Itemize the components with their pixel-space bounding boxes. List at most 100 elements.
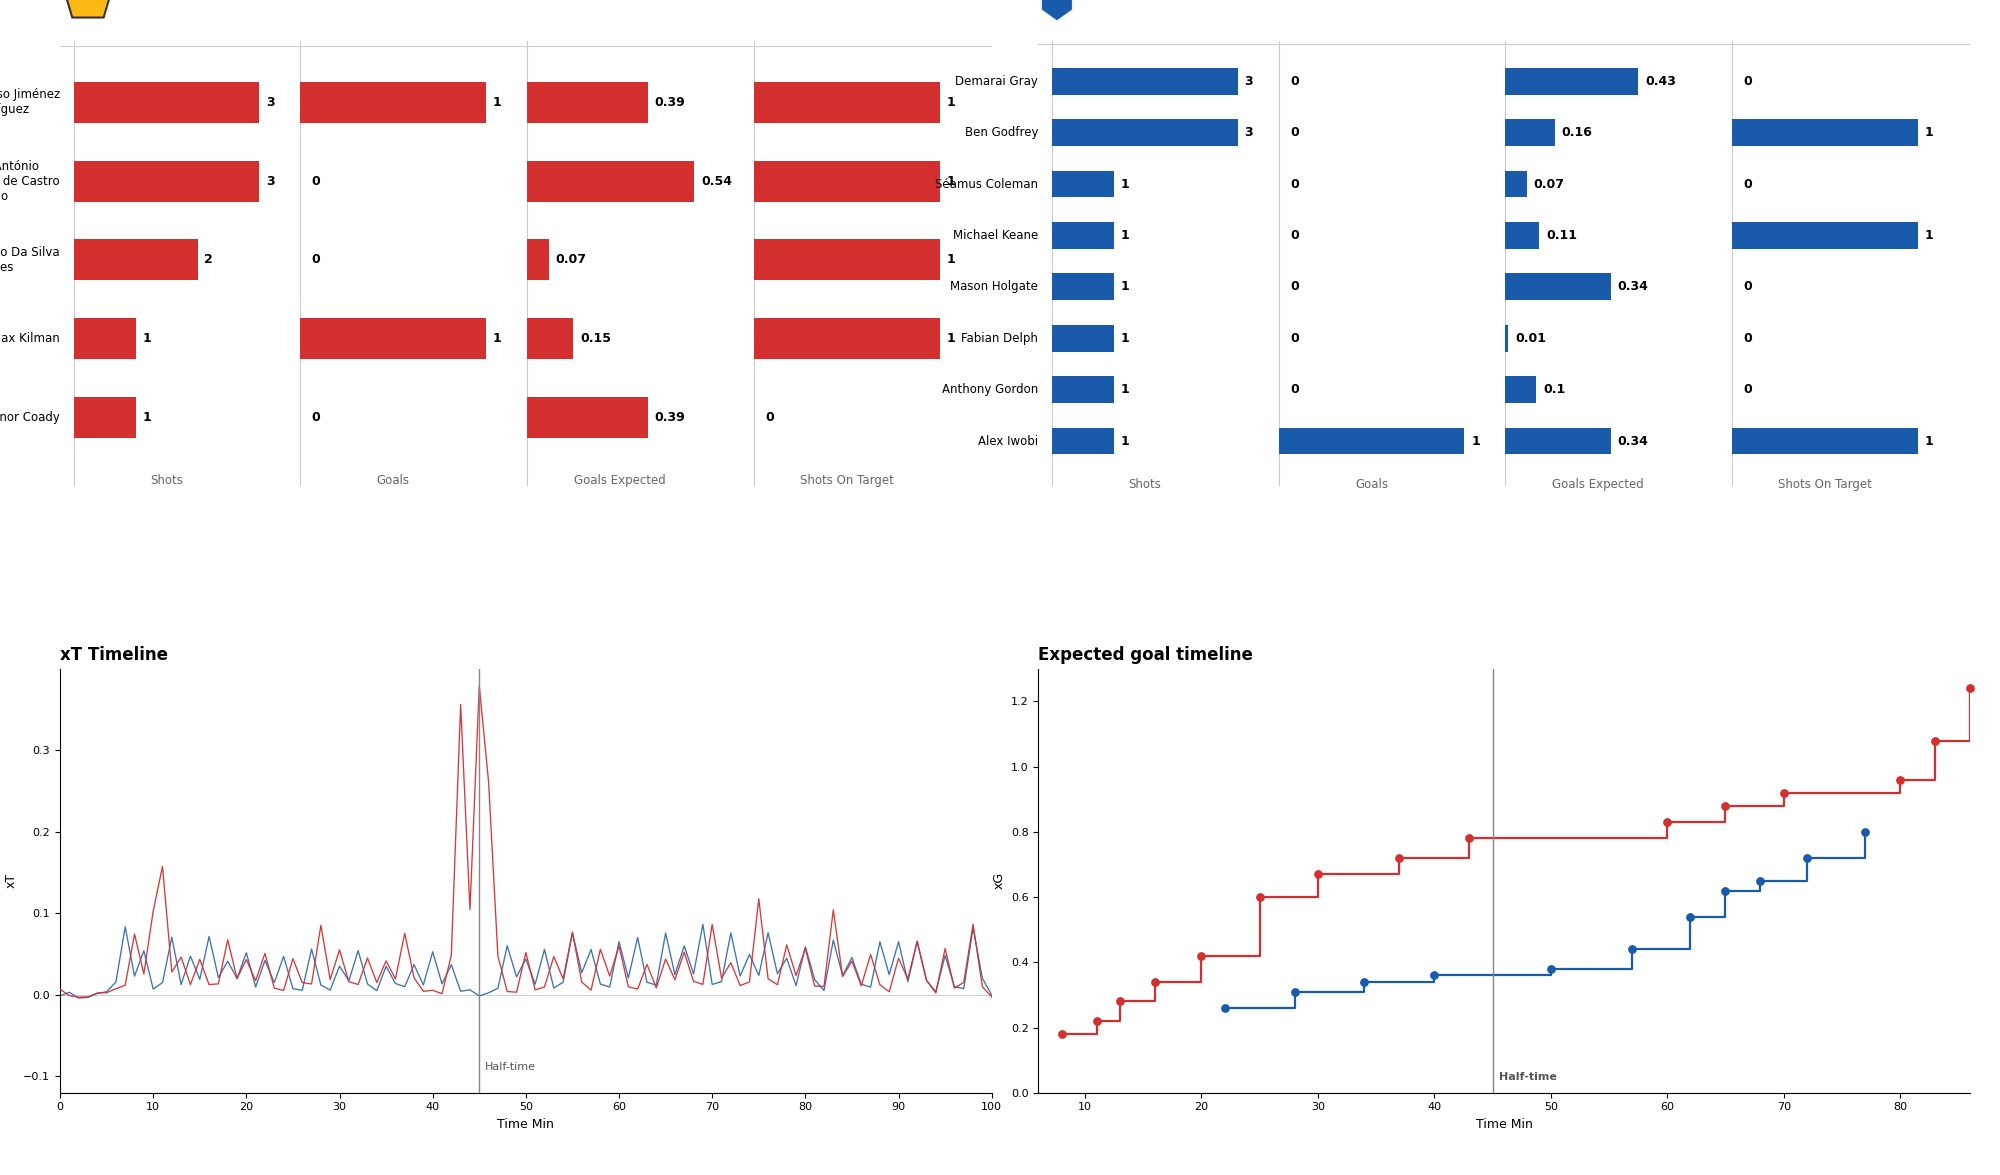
Text: 1: 1 xyxy=(1120,177,1130,190)
Point xyxy=(1884,771,1916,790)
Text: 1: 1 xyxy=(492,331,502,345)
Point xyxy=(1710,797,1742,815)
Bar xyxy=(1506,324,1508,351)
Text: Goals: Goals xyxy=(376,474,410,486)
Point xyxy=(1674,907,1706,926)
Text: 1: 1 xyxy=(946,175,956,188)
Bar xyxy=(1052,170,1114,197)
Bar xyxy=(754,240,940,280)
Text: 3: 3 xyxy=(266,96,274,109)
Text: 1: 1 xyxy=(142,331,152,345)
Point xyxy=(1208,999,1240,1018)
Text: Rúben Diogo Da Silva
Neves: Rúben Diogo Da Silva Neves xyxy=(0,246,60,274)
Y-axis label: xT: xT xyxy=(4,873,18,888)
Text: 0.43: 0.43 xyxy=(1646,75,1676,88)
Bar xyxy=(1052,68,1238,94)
Point xyxy=(1954,679,1986,698)
Bar xyxy=(1506,119,1554,146)
Point xyxy=(1418,966,1450,985)
Text: 1: 1 xyxy=(1120,331,1130,344)
Bar xyxy=(1506,170,1526,197)
Text: 0.34: 0.34 xyxy=(1618,281,1648,294)
Text: 0: 0 xyxy=(1290,126,1298,139)
Text: 0.15: 0.15 xyxy=(580,331,612,345)
Bar xyxy=(1506,428,1610,455)
Text: 1: 1 xyxy=(1120,281,1130,294)
Text: 0.54: 0.54 xyxy=(702,175,732,188)
Text: Francisco António
Machado Mota de Castro
Trincão: Francisco António Machado Mota de Castro… xyxy=(0,160,60,202)
Text: 1: 1 xyxy=(1924,126,1934,139)
Text: Demarai Gray: Demarai Gray xyxy=(956,75,1038,88)
Point xyxy=(1652,813,1684,832)
Point xyxy=(1790,848,1822,867)
Text: Conor Coady: Conor Coady xyxy=(0,410,60,423)
Text: Fabian Delph: Fabian Delph xyxy=(962,331,1038,344)
Text: Séamus Coleman: Séamus Coleman xyxy=(936,177,1038,190)
Bar xyxy=(1052,119,1238,146)
Text: 1: 1 xyxy=(1924,435,1934,448)
Text: Goals: Goals xyxy=(1356,478,1388,491)
Text: Expected goal timeline: Expected goal timeline xyxy=(1038,646,1254,664)
Text: 3: 3 xyxy=(1244,75,1254,88)
Bar xyxy=(526,82,648,123)
Bar xyxy=(74,318,136,358)
Point xyxy=(1244,887,1276,906)
Text: 0: 0 xyxy=(1290,331,1298,344)
Point xyxy=(1850,822,1882,841)
Text: 1: 1 xyxy=(142,410,152,423)
Point xyxy=(1454,830,1486,848)
Bar xyxy=(1052,274,1114,300)
Text: 0: 0 xyxy=(766,410,774,423)
Text: 0: 0 xyxy=(1744,331,1752,344)
Bar xyxy=(1506,68,1638,94)
Text: 0.39: 0.39 xyxy=(654,410,686,423)
Point xyxy=(1046,1025,1078,1043)
Text: Michael Keane: Michael Keane xyxy=(954,229,1038,242)
Text: 1: 1 xyxy=(1120,435,1130,448)
Bar xyxy=(1506,376,1536,403)
Bar xyxy=(1506,222,1540,249)
Bar xyxy=(754,318,940,358)
Text: 0: 0 xyxy=(312,175,320,188)
Text: Shots On Target: Shots On Target xyxy=(1778,478,1872,491)
Text: 0: 0 xyxy=(312,410,320,423)
Text: 0: 0 xyxy=(312,254,320,267)
Bar xyxy=(74,397,136,437)
Point xyxy=(1384,848,1416,867)
Text: 2: 2 xyxy=(204,254,214,267)
Text: 1: 1 xyxy=(1120,229,1130,242)
Bar xyxy=(526,318,574,358)
Bar xyxy=(754,82,940,123)
Text: 0: 0 xyxy=(1290,229,1298,242)
Text: Raúl Alonso Jiménez
Rodríguez: Raúl Alonso Jiménez Rodríguez xyxy=(0,88,60,116)
Text: Anthony Gordon: Anthony Gordon xyxy=(942,383,1038,396)
Text: 0.39: 0.39 xyxy=(654,96,686,109)
Text: 0: 0 xyxy=(1744,281,1752,294)
Text: Goals Expected: Goals Expected xyxy=(574,474,666,486)
Bar xyxy=(1052,428,1114,455)
Text: Shots: Shots xyxy=(1128,478,1162,491)
Text: 1: 1 xyxy=(1472,435,1480,448)
Point xyxy=(1080,1012,1112,1030)
X-axis label: Time Min: Time Min xyxy=(498,1119,554,1132)
Text: Goals Expected: Goals Expected xyxy=(1552,478,1644,491)
Text: 1: 1 xyxy=(1924,229,1934,242)
Point xyxy=(1534,960,1566,979)
Point xyxy=(1710,881,1742,900)
Text: 0.11: 0.11 xyxy=(1546,229,1578,242)
Bar xyxy=(1278,428,1464,455)
Text: 0: 0 xyxy=(1744,383,1752,396)
Text: 0: 0 xyxy=(1290,177,1298,190)
Bar xyxy=(1732,428,1918,455)
Text: 0.1: 0.1 xyxy=(1544,383,1566,396)
Text: 0: 0 xyxy=(1744,75,1752,88)
Bar xyxy=(1506,274,1610,300)
Bar xyxy=(1052,376,1114,403)
Text: Half-time: Half-time xyxy=(1500,1072,1558,1082)
Text: 1: 1 xyxy=(946,96,956,109)
Text: 3: 3 xyxy=(266,175,274,188)
Text: 0.16: 0.16 xyxy=(1562,126,1592,139)
Text: 0.34: 0.34 xyxy=(1618,435,1648,448)
Text: 1: 1 xyxy=(1120,383,1130,396)
Point xyxy=(1744,872,1776,891)
